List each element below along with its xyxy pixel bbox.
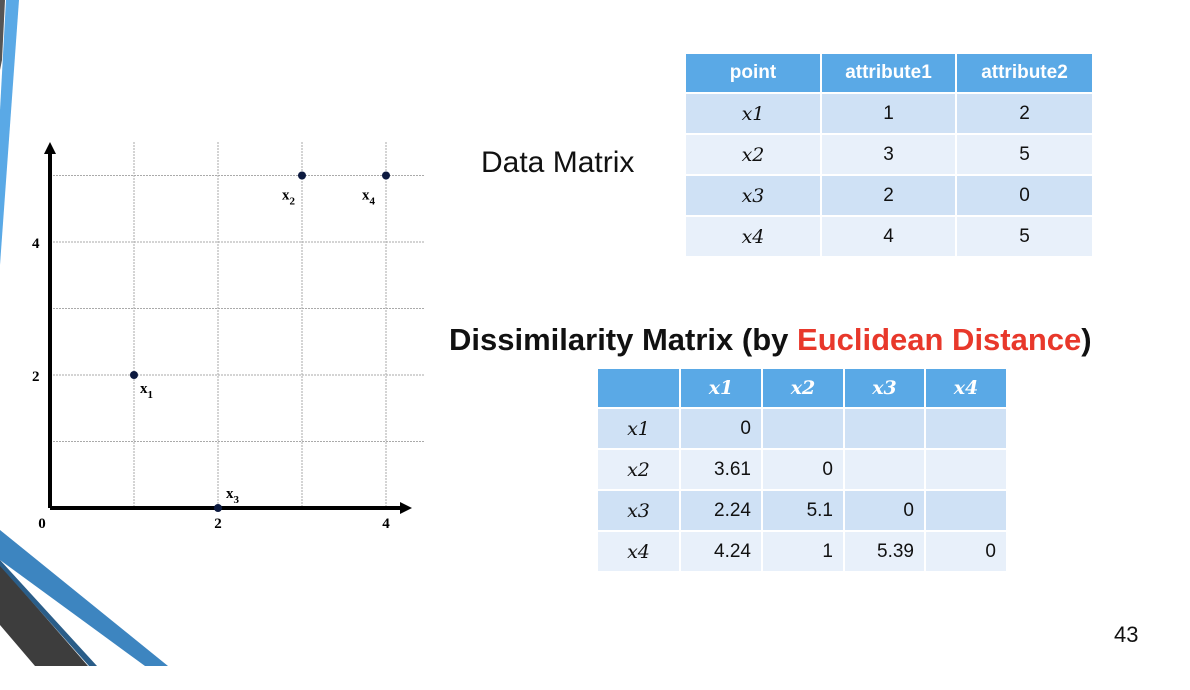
table-row: x1 0 [598, 409, 1006, 448]
table-cell [926, 409, 1006, 448]
header-attribute2: attribute2 [957, 54, 1092, 92]
table-header: x3 [845, 369, 924, 407]
header-point: point [686, 54, 820, 92]
data-matrix-table: point attribute1 attribute2 x1 1 2 x2 3 5 x3 2 0… [684, 52, 1094, 258]
y-tick-label: 2 [32, 369, 40, 385]
table-cell: 0 [845, 491, 924, 530]
table-row: x3 2.24 5.1 0 [598, 491, 1006, 530]
table-cell: 5.39 [845, 532, 924, 571]
table-cell: 2 [957, 94, 1092, 133]
table-cell: x2 [598, 450, 679, 489]
table-header [598, 369, 679, 407]
table-cell: 0 [681, 409, 761, 448]
x-tick-label: 0 [38, 516, 46, 530]
table-cell [845, 450, 924, 489]
table-row: x2 3 5 [686, 135, 1092, 174]
table-cell: 3.61 [681, 450, 761, 489]
table-cell: 4.24 [681, 532, 761, 571]
scatter-plot: 0 2 4 2 4 x1 x2 x3 x4 [32, 142, 425, 530]
point-label: x2 [282, 188, 296, 208]
table-cell: 4 [822, 217, 955, 256]
dissimilarity-title: Dissimilarity Matrix (by Euclidean Dista… [449, 322, 1092, 358]
table-cell: 5 [957, 135, 1092, 174]
x-tick-label: 4 [382, 516, 390, 530]
y-axis-arrow [44, 142, 56, 154]
table-row: x2 3.61 0 [598, 450, 1006, 489]
y-tick-label: 4 [32, 236, 40, 252]
data-point [214, 504, 222, 512]
table-cell [926, 450, 1006, 489]
dissimilarity-matrix-table: x1 x2 x3 x4 x1 0 x2 3.61 0 x3 2.24 5.1 0 x4 4.24 1 5.39 0 [596, 367, 1008, 573]
header-attribute1: attribute1 [822, 54, 955, 92]
table-row: x4 4.24 1 5.39 0 [598, 532, 1006, 571]
table-cell: x1 [686, 94, 820, 133]
point-label: x1 [140, 381, 153, 401]
table-cell [845, 409, 924, 448]
point-label: x3 [226, 486, 240, 506]
table-row: x3 2 0 [686, 176, 1092, 215]
table-cell: x3 [686, 176, 820, 215]
table-cell: 2.24 [681, 491, 761, 530]
table-cell: x4 [598, 532, 679, 571]
table-cell: 5 [957, 217, 1092, 256]
table-cell: 0 [957, 176, 1092, 215]
table-header: x2 [763, 369, 843, 407]
data-point [298, 171, 306, 180]
x-axis-arrow [400, 502, 412, 514]
table-header: x4 [926, 369, 1006, 407]
table-row: x1 1 2 [686, 94, 1092, 133]
table-row: x4 4 5 [686, 217, 1092, 256]
table-header: x1 [681, 369, 761, 407]
table-cell: x2 [686, 135, 820, 174]
table-cell: x1 [598, 409, 679, 448]
table-cell: 0 [926, 532, 1006, 571]
table-cell: 5.1 [763, 491, 843, 530]
table-cell: 1 [822, 94, 955, 133]
table-cell: 1 [763, 532, 843, 571]
title-text-end: ) [1081, 322, 1092, 357]
point-label: x4 [362, 188, 376, 208]
data-point [382, 171, 390, 180]
title-highlight: Euclidean Distance [797, 322, 1082, 357]
table-cell: 3 [822, 135, 955, 174]
page-number: 43 [1114, 622, 1139, 647]
table-cell: 2 [822, 176, 955, 215]
table-cell [763, 409, 843, 448]
data-point [130, 371, 138, 379]
x-tick-label: 2 [214, 516, 222, 530]
title-text: Dissimilarity Matrix (by [449, 322, 798, 357]
table-cell: x3 [598, 491, 679, 530]
data-matrix-label: Data Matrix [481, 146, 635, 179]
table-cell: x4 [686, 217, 820, 256]
table-cell [926, 491, 1006, 530]
table-cell: 0 [763, 450, 843, 489]
